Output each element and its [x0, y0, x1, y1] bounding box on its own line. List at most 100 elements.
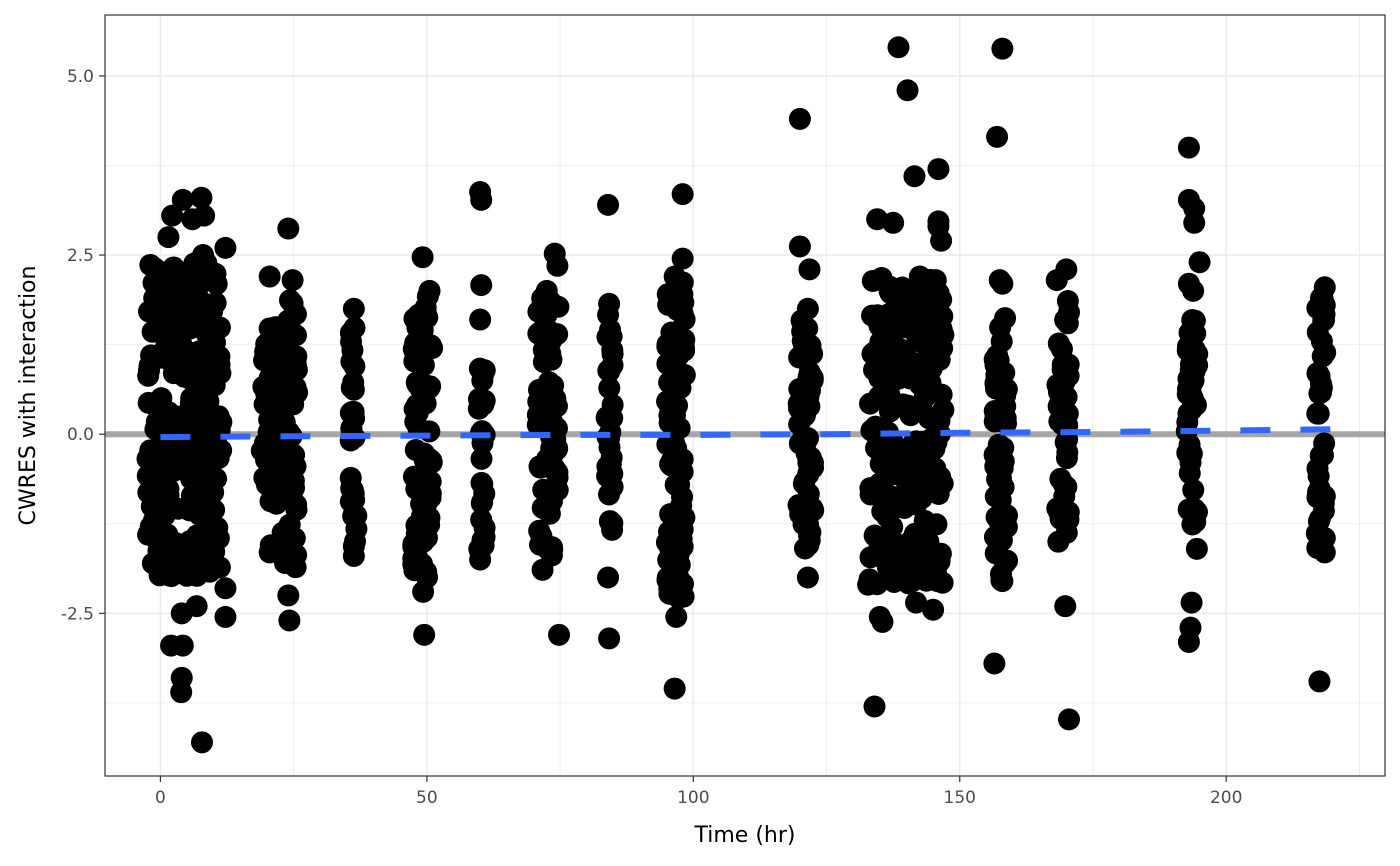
data-point	[794, 432, 817, 455]
data-point	[253, 375, 276, 398]
data-point	[198, 560, 221, 583]
data-point	[905, 591, 928, 614]
data-point	[167, 290, 190, 313]
points-layer	[136, 36, 1337, 754]
data-point	[191, 535, 214, 558]
data-point	[601, 475, 624, 498]
data-point	[983, 652, 1006, 675]
data-point	[669, 377, 692, 400]
data-point	[920, 427, 943, 450]
data-point	[1176, 441, 1199, 464]
data-point	[1047, 530, 1070, 553]
data-point	[419, 375, 442, 398]
data-point	[538, 320, 561, 343]
data-point	[985, 377, 1008, 400]
data-point	[987, 433, 1010, 456]
data-point	[339, 466, 362, 489]
data-point	[530, 525, 553, 548]
data-point	[663, 265, 686, 288]
data-point	[796, 566, 819, 589]
data-point	[1049, 467, 1072, 490]
data-point	[404, 343, 427, 366]
data-point	[534, 386, 557, 409]
data-point	[597, 193, 620, 216]
data-point	[985, 506, 1008, 529]
data-point	[1307, 510, 1330, 533]
data-point	[991, 457, 1014, 480]
data-point	[798, 361, 821, 384]
data-point	[207, 447, 230, 470]
data-point	[283, 443, 306, 466]
data-point	[214, 605, 237, 628]
data-point	[470, 188, 493, 211]
data-point	[796, 297, 819, 320]
data-point	[1178, 462, 1201, 485]
data-point	[413, 449, 436, 472]
data-point	[1055, 447, 1078, 470]
data-point	[1307, 402, 1330, 425]
data-point	[178, 317, 201, 340]
data-point	[878, 302, 901, 325]
data-point	[892, 393, 915, 416]
data-point	[342, 297, 365, 320]
data-point	[797, 483, 820, 506]
data-point	[671, 573, 694, 596]
data-point	[879, 447, 902, 470]
y-tick-label: 2.5	[67, 246, 94, 266]
data-point	[663, 677, 686, 700]
data-point	[535, 279, 558, 302]
data-point	[148, 564, 171, 587]
data-point	[214, 236, 237, 259]
data-point	[598, 292, 621, 315]
data-point	[189, 416, 212, 439]
data-point	[180, 387, 203, 410]
data-point	[663, 404, 686, 427]
data-point	[531, 496, 554, 519]
data-point	[863, 695, 886, 718]
data-point	[1313, 541, 1336, 564]
data-point	[664, 473, 687, 496]
data-point	[984, 351, 1007, 374]
data-point	[1311, 444, 1334, 467]
data-point	[470, 420, 493, 443]
data-point	[190, 731, 213, 754]
data-point	[1180, 591, 1203, 614]
data-point	[861, 269, 884, 292]
data-point	[1057, 301, 1080, 324]
data-point	[930, 383, 953, 406]
data-point	[161, 204, 184, 227]
data-point	[545, 416, 568, 439]
data-point	[791, 329, 814, 352]
data-point	[406, 316, 429, 339]
data-point	[340, 330, 363, 353]
data-point	[927, 158, 950, 181]
y-axis-title: CWRES with interaction	[16, 266, 41, 526]
data-point	[598, 376, 621, 399]
data-point	[470, 447, 493, 470]
data-point	[896, 79, 919, 102]
data-point	[531, 558, 554, 581]
data-point	[926, 570, 949, 593]
data-point	[1057, 708, 1080, 731]
data-point	[543, 457, 566, 480]
data-point	[548, 623, 571, 646]
data-point	[903, 165, 926, 188]
data-point	[918, 407, 941, 430]
data-point	[991, 37, 1014, 60]
data-point	[890, 542, 913, 565]
data-point	[1313, 294, 1336, 317]
data-point	[471, 473, 494, 496]
data-point	[545, 438, 568, 461]
data-point	[866, 342, 889, 365]
data-point	[991, 272, 1014, 295]
data-point	[410, 492, 433, 515]
data-point	[546, 254, 569, 277]
data-point	[897, 488, 920, 511]
x-tick-label: 50	[416, 788, 438, 808]
data-point	[150, 346, 173, 369]
data-point	[340, 376, 363, 399]
data-point	[927, 308, 950, 331]
data-point	[1306, 486, 1329, 509]
data-point	[859, 392, 882, 415]
